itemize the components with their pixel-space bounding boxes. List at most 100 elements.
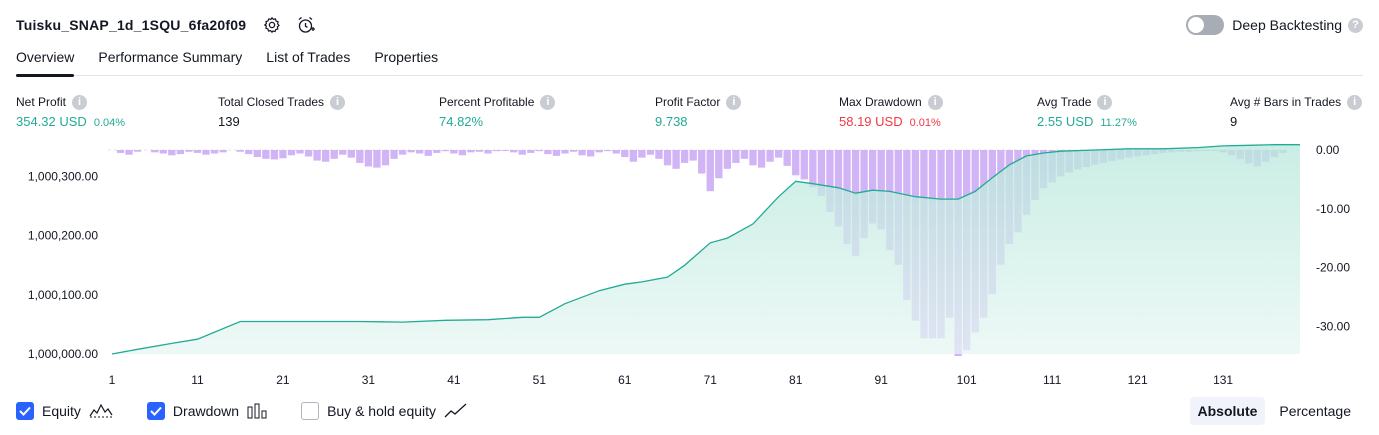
drawdown-bar [151,150,159,153]
legend-equity[interactable]: Equity [16,402,113,420]
drawdown-bar [826,150,834,212]
metric-label: Profit Factor [655,95,721,109]
drawdown-bar [313,150,321,161]
drawdown-bar [416,150,424,154]
metric-label: Total Closed Trades [218,95,325,109]
tab-performance-summary[interactable]: Performance Summary [98,49,243,65]
drawdown-bar [757,150,766,168]
drawdown-bar [296,150,304,154]
drawdown-bar [125,150,133,155]
metric-percent: 0.01% [909,117,941,129]
info-icon[interactable]: i [1347,94,1363,110]
x-axis-tick: 131 [1213,373,1233,387]
metric-value: 139 [218,114,240,129]
metric-value: 9.738 [655,114,688,129]
drawdown-bar [800,150,808,180]
info-icon[interactable]: i [927,94,943,110]
legend-label: Buy & hold equity [327,403,437,419]
x-axis-tick: 41 [447,373,461,387]
metric-label: Avg Trade [1037,95,1092,109]
report-header: Tuisku_SNAP_1d_1SQU_6fa20f09 Deep Backte… [16,12,1363,38]
metric-total-closed-trades: Total Closed Trades i 139 [218,94,346,129]
drawdown-bar [270,150,279,160]
legend-drawdown[interactable]: Drawdown [146,402,267,420]
drawdown-bar [527,150,535,153]
drawdown-bar [373,150,381,168]
drawdown-bar [210,150,219,154]
drawdown-bar [279,150,287,159]
help-icon[interactable]: ? [1348,17,1363,33]
gear-icon[interactable] [260,13,284,37]
metric-value: 354.32 USD [16,114,87,129]
metric-label: Percent Profitable [439,95,535,109]
metric-value: 9 [1230,114,1238,129]
x-axis-tick: 31 [362,373,376,387]
drawdown-bar [698,150,706,174]
info-icon[interactable]: i [72,94,88,110]
drawdown-bar [655,150,663,159]
x-axis: 1 11 21 31 41 51 61 71 81 91 101 111 121 131 [109,373,1234,387]
metric-percent: 0.04% [93,117,126,129]
x-axis-tick: 81 [789,373,803,387]
drawdown-bar [253,150,261,158]
right-axis-tick: 0.00 [1316,143,1340,157]
alarm-clock-icon[interactable] [294,13,318,37]
drawdown-bar [475,150,484,152]
metric-avg-trade: Avg Trade i 2.55 USD 11.27% [1037,94,1137,129]
right-axis-tick: -10.00 [1316,202,1350,216]
drawdown-bar [561,150,569,154]
drawdown-bar [792,150,800,176]
drawdown-bar [450,150,458,154]
tab-overview[interactable]: Overview [16,46,75,77]
metric-label: Net Profit [16,95,67,109]
drawdown-bar [245,150,253,155]
drawdown-bar [877,150,885,230]
drawdown-bar [236,150,244,152]
tab-properties[interactable]: Properties [374,49,439,65]
drawdown-bar [304,150,313,157]
buy-hold-checkbox[interactable] [301,402,320,420]
scale-mode-switch: Absolute Percentage [1184,397,1360,425]
tab-list-of-trades[interactable]: List of Trades [266,49,351,65]
left-axis-tick: 1,000,000.00 [28,347,98,361]
drawdown-checkbox[interactable] [146,402,165,420]
equity-line-icon [89,403,113,419]
info-icon[interactable]: i [540,94,556,110]
metric-label: Max Drawdown [839,95,922,109]
drawdown-bar [467,150,475,153]
equity-area [111,144,1300,355]
drawdown-bar [663,150,672,166]
metric-avg-bars: Avg # Bars in Trades i 9 [1230,94,1363,129]
absolute-button[interactable]: Absolute [1189,397,1266,425]
drawdown-bar [510,150,518,153]
metric-value: 58.19 USD [839,114,903,129]
legend-label: Drawdown [172,403,240,419]
drawdown-bar [646,150,655,155]
info-icon[interactable]: i [330,94,346,110]
drawdown-bar [424,150,432,156]
drawdown-bar [330,150,338,159]
percentage-button[interactable]: Percentage [1279,403,1351,419]
right-axis-tick: -30.00 [1316,320,1350,334]
x-axis-tick: 91 [875,373,889,387]
equity-drawdown-chart[interactable]: 1,000,000.00 1,000,100.00 1,000,200.00 1,00… [0,138,1379,393]
deep-backtesting-label: Deep Backtesting [1232,17,1342,33]
x-axis-tick: 71 [704,373,718,387]
drawdown-bar [518,150,526,155]
drawdown-bar [287,150,296,156]
drawdown-bar [715,150,723,179]
x-axis-tick: 21 [276,373,290,387]
drawdown-bar [604,150,612,152]
drawdown-bar [219,150,227,153]
drawdown-bar [868,150,877,224]
deep-backtesting-toggle[interactable] [1186,15,1225,35]
deep-backtesting-toggle-group: Deep Backtesting ? [1186,12,1363,38]
legend-buy-hold[interactable]: Buy & hold equity [301,402,468,420]
equity-checkbox[interactable] [16,402,34,420]
drawdown-bar [202,150,210,155]
info-icon[interactable]: i [726,94,742,110]
info-icon[interactable]: i [1097,94,1113,110]
metrics-row: Net Profit i 354.32 USD 0.04% Total Closed… [0,94,1379,134]
drawdown-bar [569,150,578,152]
drawdown-bar [381,150,390,166]
